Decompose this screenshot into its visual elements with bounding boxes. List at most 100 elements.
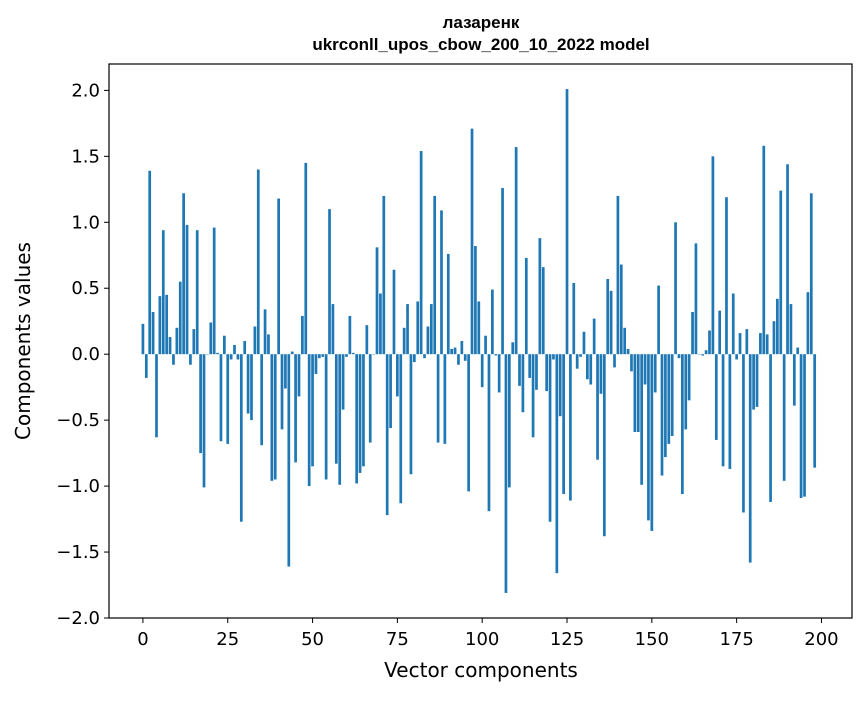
- bar-123: [559, 354, 562, 416]
- bar-154: [664, 354, 667, 457]
- bar-59: [342, 354, 345, 409]
- bar-10: [176, 328, 179, 354]
- bar-157: [674, 222, 677, 354]
- bar-20: [209, 323, 212, 355]
- bar-103: [491, 290, 494, 355]
- bar-160: [684, 354, 687, 429]
- bar-35: [260, 354, 263, 445]
- bar-194: [800, 354, 803, 498]
- bar-64: [359, 354, 362, 473]
- bar-104: [494, 354, 497, 355]
- bar-168: [712, 156, 715, 354]
- bar-45: [294, 354, 297, 462]
- bar-5: [159, 296, 162, 354]
- bar-102: [488, 354, 491, 511]
- bar-0: [142, 324, 145, 354]
- bar-41: [281, 354, 284, 429]
- bar-66: [365, 325, 368, 354]
- y-tick-label: 0.0: [71, 344, 100, 365]
- bar-111: [518, 354, 521, 386]
- bar-50: [311, 354, 314, 466]
- bar-51: [315, 354, 318, 374]
- bar-18: [203, 354, 206, 487]
- bar-158: [678, 354, 681, 358]
- bar-74: [393, 270, 396, 354]
- bar-3: [152, 312, 155, 354]
- bar-87: [437, 354, 440, 442]
- bar-161: [688, 354, 691, 400]
- bar-144: [630, 354, 633, 371]
- bar-86: [433, 196, 436, 354]
- bar-93: [457, 354, 460, 365]
- bar-38: [270, 354, 273, 481]
- x-tick-label: 200: [804, 629, 838, 650]
- x-tick-label: 175: [719, 629, 753, 650]
- bar-13: [186, 225, 189, 354]
- bar-180: [752, 354, 755, 409]
- bar-135: [600, 354, 603, 394]
- bar-67: [369, 354, 372, 442]
- y-tick-label: 1.0: [71, 212, 100, 233]
- y-tick-label: 0.5: [71, 278, 100, 299]
- bar-37: [267, 334, 270, 354]
- bar-12: [182, 193, 185, 354]
- bar-76: [399, 354, 402, 503]
- bar-82: [420, 151, 423, 354]
- bar-125: [566, 89, 569, 354]
- bar-8: [169, 337, 172, 354]
- bar-172: [725, 197, 728, 354]
- bar-2: [148, 171, 151, 354]
- bar-33: [254, 326, 257, 354]
- bar-114: [528, 354, 531, 378]
- bar-189: [783, 354, 786, 481]
- bar-6: [162, 230, 165, 354]
- y-tick-label: −2.0: [56, 608, 100, 629]
- bar-75: [396, 354, 399, 396]
- bar-155: [667, 354, 670, 444]
- bar-149: [647, 354, 650, 520]
- bar-145: [634, 354, 637, 432]
- x-tick-label: 25: [216, 629, 239, 650]
- bar-178: [745, 329, 748, 354]
- bar-96: [467, 354, 470, 491]
- bar-163: [695, 243, 698, 354]
- bar-159: [681, 354, 684, 494]
- bar-177: [742, 354, 745, 512]
- bar-100: [481, 354, 484, 387]
- bar-65: [362, 354, 365, 466]
- bar-116: [535, 354, 538, 390]
- bar-91: [450, 349, 453, 354]
- bar-99: [477, 301, 480, 354]
- bar-92: [454, 348, 457, 355]
- bar-42: [284, 354, 287, 388]
- bar-80: [413, 354, 416, 362]
- bar-171: [722, 354, 725, 466]
- bar-108: [508, 354, 511, 487]
- bar-47: [301, 316, 304, 354]
- bar-43: [287, 354, 290, 566]
- bar-134: [596, 354, 599, 460]
- chart-subtitle: ukrconll_upos_cbow_200_10_2022 model: [312, 35, 649, 54]
- x-axis-label: Vector components: [384, 658, 578, 682]
- bar-127: [572, 283, 575, 354]
- chart-title: лазаренк: [443, 13, 520, 32]
- bar-44: [291, 352, 294, 355]
- bar-69: [376, 247, 379, 354]
- bar-117: [539, 238, 542, 354]
- bar-27: [233, 345, 236, 354]
- bar-30: [243, 341, 246, 354]
- bar-162: [691, 312, 694, 354]
- bar-29: [240, 354, 243, 522]
- bar-153: [661, 354, 664, 475]
- bar-151: [654, 354, 657, 392]
- bar-186: [773, 321, 776, 354]
- bar-176: [739, 333, 742, 354]
- bar-106: [501, 188, 504, 354]
- bar-124: [562, 354, 565, 494]
- bar-188: [779, 191, 782, 355]
- bar-152: [657, 286, 660, 355]
- bar-170: [718, 311, 721, 355]
- bar-36: [264, 309, 267, 354]
- bar-70: [379, 294, 382, 355]
- bar-136: [603, 354, 606, 536]
